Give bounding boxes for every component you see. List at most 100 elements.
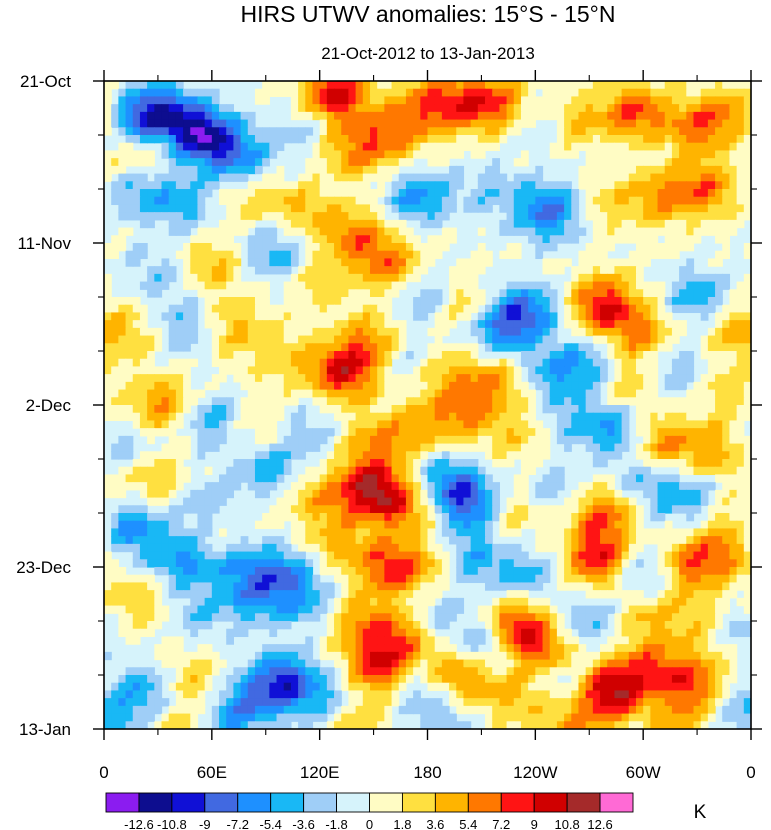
heatmap-cell: [513, 451, 522, 460]
heatmap-cell: [535, 459, 544, 468]
heatmap-cell: [556, 505, 565, 514]
heatmap-cell: [305, 528, 314, 537]
heatmap-cell: [341, 96, 350, 105]
heatmap-cell: [362, 497, 371, 506]
heatmap-cell: [578, 412, 587, 422]
heatmap-cell: [664, 482, 673, 491]
heatmap-cell: [470, 297, 479, 306]
heatmap-cell: [398, 505, 407, 514]
heatmap-cell: [240, 405, 249, 414]
heatmap-cell: [355, 443, 364, 452]
heatmap-cell: [499, 189, 508, 198]
heatmap-cell: [722, 104, 731, 113]
heatmap-cell: [334, 327, 342, 337]
heatmap-cell: [607, 335, 616, 344]
heatmap-cell: [154, 389, 163, 398]
heatmap-cell: [420, 435, 429, 445]
heatmap-cell: [693, 497, 702, 506]
heatmap-cell: [664, 397, 673, 406]
heatmap-cell: [707, 597, 716, 607]
heatmap-cell: [485, 559, 493, 568]
heatmap-cell: [326, 459, 335, 468]
heatmap-cell: [628, 227, 637, 236]
heatmap-cell: [276, 389, 285, 398]
heatmap-cell: [736, 289, 745, 298]
heatmap-cell: [614, 281, 623, 290]
heatmap-cell: [312, 351, 321, 360]
heatmap-cell: [254, 343, 263, 352]
heatmap-cell: [693, 189, 702, 198]
heatmap-cell: [283, 466, 292, 476]
heatmap-cell: [686, 513, 695, 522]
heatmap-cell: [348, 165, 357, 175]
heatmap-cell: [643, 528, 651, 537]
heatmap-cell: [693, 420, 702, 429]
heatmap-cell: [549, 528, 558, 537]
heatmap-cell: [405, 428, 414, 437]
heatmap-cell: [621, 304, 630, 314]
heatmap-cell: [262, 513, 270, 522]
heatmap-cell: [664, 312, 673, 321]
heatmap-cell: [736, 343, 745, 352]
heatmap-cell: [204, 127, 213, 136]
heatmap-cell: [226, 204, 234, 213]
heatmap-cell: [168, 459, 177, 468]
heatmap-cell: [499, 119, 508, 128]
heatmap-cell: [168, 219, 177, 229]
heatmap-cell: [715, 459, 723, 468]
heatmap-cell: [743, 536, 751, 545]
heatmap-cell: [125, 212, 134, 221]
heatmap-cell: [722, 219, 731, 229]
heatmap-cell: [147, 574, 155, 584]
heatmap-cell: [607, 135, 616, 144]
heatmap-cell: [262, 574, 270, 584]
heatmap-cell: [657, 111, 666, 121]
heatmap-cell: [104, 389, 112, 398]
heatmap-cell: [175, 405, 184, 414]
heatmap-cell: [736, 582, 745, 591]
heatmap-cell: [161, 605, 170, 614]
heatmap-cell: [621, 412, 630, 422]
heatmap-cell: [398, 327, 407, 337]
heatmap-cell: [441, 381, 450, 391]
heatmap-cell: [197, 605, 206, 614]
heatmap-cell: [211, 312, 220, 321]
heatmap-cell: [111, 243, 119, 252]
heatmap-cell: [139, 119, 148, 128]
heatmap-cell: [341, 273, 350, 283]
heatmap-cell: [326, 381, 335, 391]
heatmap-cell: [298, 605, 306, 614]
heatmap-cell: [319, 528, 328, 537]
heatmap-cell: [463, 374, 472, 383]
heatmap-cell: [111, 351, 119, 360]
heatmap-cell: [456, 543, 465, 553]
heatmap-cell: [722, 227, 731, 236]
heatmap-cell: [413, 258, 421, 267]
heatmap-cell: [168, 312, 177, 321]
heatmap-cell: [564, 297, 572, 306]
heatmap-cell: [592, 397, 601, 406]
heatmap-cell: [161, 528, 170, 537]
heatmap-cell: [405, 266, 414, 275]
heatmap-cell: [600, 235, 608, 244]
heatmap-cell: [686, 574, 695, 584]
heatmap-cell: [118, 528, 127, 537]
heatmap-cell: [348, 559, 357, 568]
heatmap-cell: [571, 127, 580, 136]
heatmap-cell: [477, 443, 486, 452]
heatmap-cell: [147, 482, 155, 491]
heatmap-cell: [219, 366, 227, 375]
heatmap-cell: [233, 196, 242, 206]
heatmap-cell: [506, 250, 515, 260]
heatmap-cell: [707, 127, 716, 136]
heatmap-cell: [377, 374, 385, 383]
heatmap-cell: [139, 366, 148, 375]
heatmap-cell: [535, 489, 544, 499]
heatmap-cell: [564, 227, 572, 236]
heatmap-cell: [729, 482, 738, 491]
heatmap-cell: [707, 343, 716, 352]
heatmap-cell: [118, 243, 127, 252]
heatmap-cell: [420, 389, 429, 398]
heatmap-cell: [219, 351, 227, 360]
heatmap-cell: [211, 320, 220, 329]
